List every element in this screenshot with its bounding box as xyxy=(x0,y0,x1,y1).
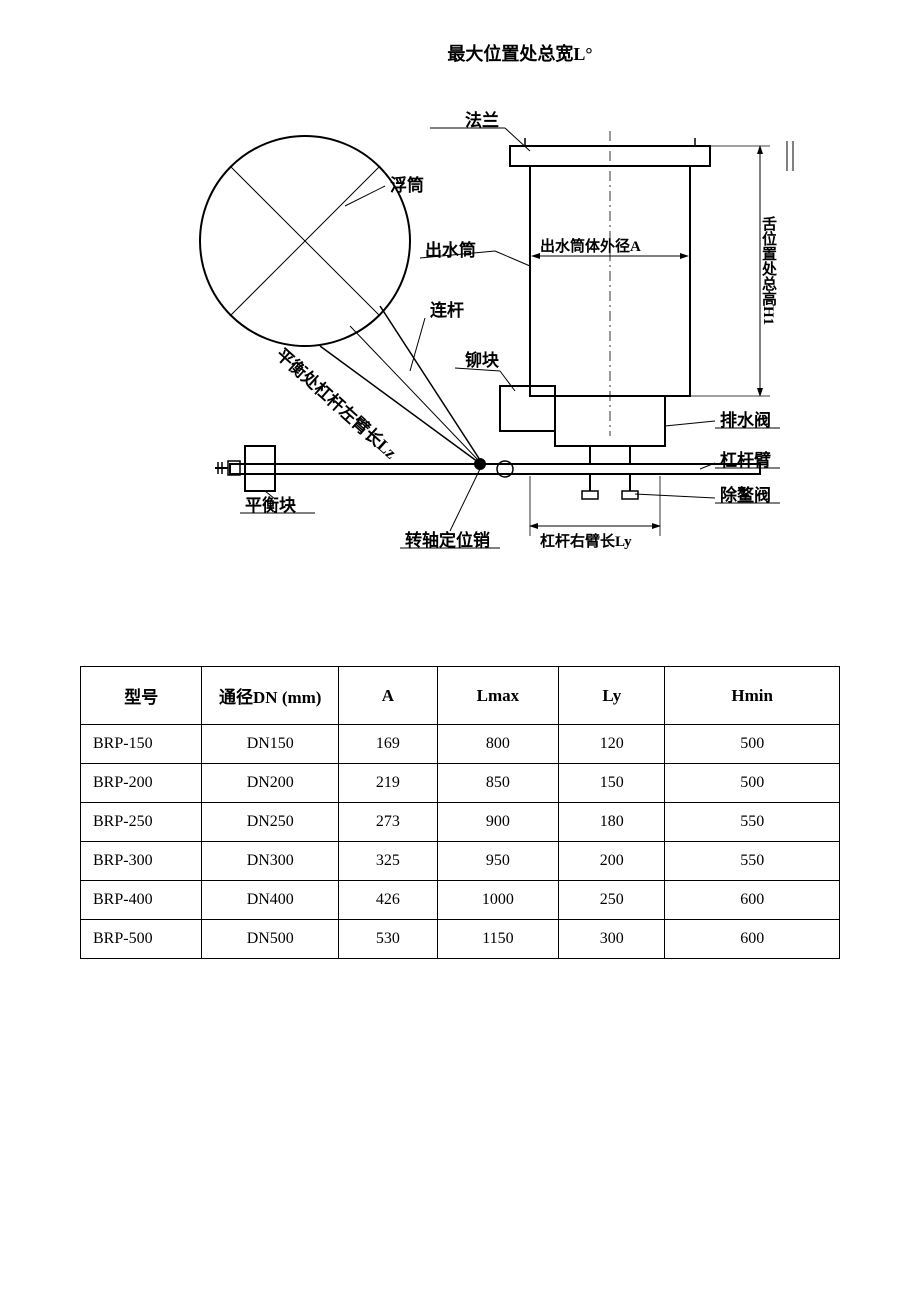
table-header: 型号通径DN (mm)ALmaxLyHmin xyxy=(81,667,840,725)
table-cell: 180 xyxy=(559,803,665,842)
table-cell: DN500 xyxy=(202,920,339,959)
table-cell: DN200 xyxy=(202,764,339,803)
table-cell: BRP-300 xyxy=(81,842,202,881)
table-cell: 900 xyxy=(437,803,558,842)
svg-text:出水筒体外径A: 出水筒体外径A xyxy=(540,237,641,255)
outlet-drum-shape xyxy=(510,131,710,436)
col-header: 型号 xyxy=(81,667,202,725)
table-row: BRP-250DN250273900180550 xyxy=(81,803,840,842)
table-cell: 600 xyxy=(665,920,840,959)
page-title: 最大位置处总宽L° xyxy=(180,40,860,66)
table-cell: 150 xyxy=(559,764,665,803)
dim-right-arm: 杠杆右臂长Ly xyxy=(530,476,660,550)
valve-assembly xyxy=(230,386,760,499)
label-left-arm: 平衡处杠杆左臂长Lz xyxy=(272,344,401,463)
table-cell: 169 xyxy=(339,725,438,764)
table-cell: 950 xyxy=(437,842,558,881)
table-row: BRP-150DN150169800120500 xyxy=(81,725,840,764)
table-cell: BRP-150 xyxy=(81,725,202,764)
float-drum-shape xyxy=(200,136,410,346)
svg-text:舌位置处总高H1: 舌位置处总高H1 xyxy=(760,215,778,325)
table-cell: 200 xyxy=(559,842,665,881)
diagram-svg: 法兰 xyxy=(100,86,820,606)
col-header: Hmin xyxy=(665,667,840,725)
right-labels: 排水阀 杠杆臂 除鳌阀 xyxy=(635,410,780,505)
dim-outlet-diameter: 出水筒体外径A xyxy=(532,237,688,256)
col-header: Ly xyxy=(559,667,665,725)
table-cell: 550 xyxy=(665,842,840,881)
svg-text:杠杆臂: 杠杆臂 xyxy=(720,450,771,470)
balance-block-shape xyxy=(215,446,275,491)
table-row: BRP-200DN200219850150500 xyxy=(81,764,840,803)
col-header: 通径DN (mm) xyxy=(202,667,339,725)
table-cell: 500 xyxy=(665,764,840,803)
table-row: BRP-300DN300325950200550 xyxy=(81,842,840,881)
leader-pivot-pin xyxy=(450,469,480,531)
table-cell: 1000 xyxy=(437,881,558,920)
table-cell: 300 xyxy=(559,920,665,959)
engineering-diagram: 法兰 xyxy=(100,86,820,606)
leader-outlet-drum xyxy=(495,251,530,266)
leader-latch-block xyxy=(500,371,515,391)
table-cell: 530 xyxy=(339,920,438,959)
table-cell: 1150 xyxy=(437,920,558,959)
table-row: BRP-500DN5005301150300600 xyxy=(81,920,840,959)
table-cell: DN150 xyxy=(202,725,339,764)
table-cell: BRP-400 xyxy=(81,881,202,920)
table-cell: 325 xyxy=(339,842,438,881)
label-float-drum: 浮筒 xyxy=(390,175,424,195)
table-cell: BRP-250 xyxy=(81,803,202,842)
svg-text:杠杆右臂长Ly: 杠杆右臂长Ly xyxy=(540,532,632,550)
table-row: BRP-400DN4004261000250600 xyxy=(81,881,840,920)
table-cell: 273 xyxy=(339,803,438,842)
table-cell: BRP-500 xyxy=(81,920,202,959)
table-cell: DN250 xyxy=(202,803,339,842)
label-flange: 法兰 xyxy=(465,110,499,130)
svg-text:除鳌阀: 除鳌阀 xyxy=(720,485,771,505)
col-header: A xyxy=(339,667,438,725)
table-cell: 219 xyxy=(339,764,438,803)
table-cell: DN300 xyxy=(202,842,339,881)
table-cell: 850 xyxy=(437,764,558,803)
table-cell: 500 xyxy=(665,725,840,764)
col-header: Lmax xyxy=(437,667,558,725)
table-cell: 800 xyxy=(437,725,558,764)
link-rods xyxy=(320,306,480,462)
table-cell: 550 xyxy=(665,803,840,842)
svg-text:排水阀: 排水阀 xyxy=(720,410,771,430)
dim-total-height: 舌位置处总高H1 xyxy=(690,146,778,396)
spec-table: 型号通径DN (mm)ALmaxLyHmin BRP-150DN15016980… xyxy=(80,666,840,959)
table-cell: 426 xyxy=(339,881,438,920)
table-cell: 250 xyxy=(559,881,665,920)
table-body: BRP-150DN150169800120500BRP-200DN2002198… xyxy=(81,725,840,959)
leader-flange xyxy=(505,128,530,151)
label-link-rod: 连杆 xyxy=(430,300,464,320)
label-balance-block: 平衡块 xyxy=(245,495,297,515)
table-cell: DN400 xyxy=(202,881,339,920)
table-cell: BRP-200 xyxy=(81,764,202,803)
label-pivot-pin: 转轴定位销 xyxy=(405,530,490,550)
leader-float-drum xyxy=(345,186,385,206)
table-cell: 600 xyxy=(665,881,840,920)
table-cell: 120 xyxy=(559,725,665,764)
label-latch-block: 铆块 xyxy=(465,350,500,370)
